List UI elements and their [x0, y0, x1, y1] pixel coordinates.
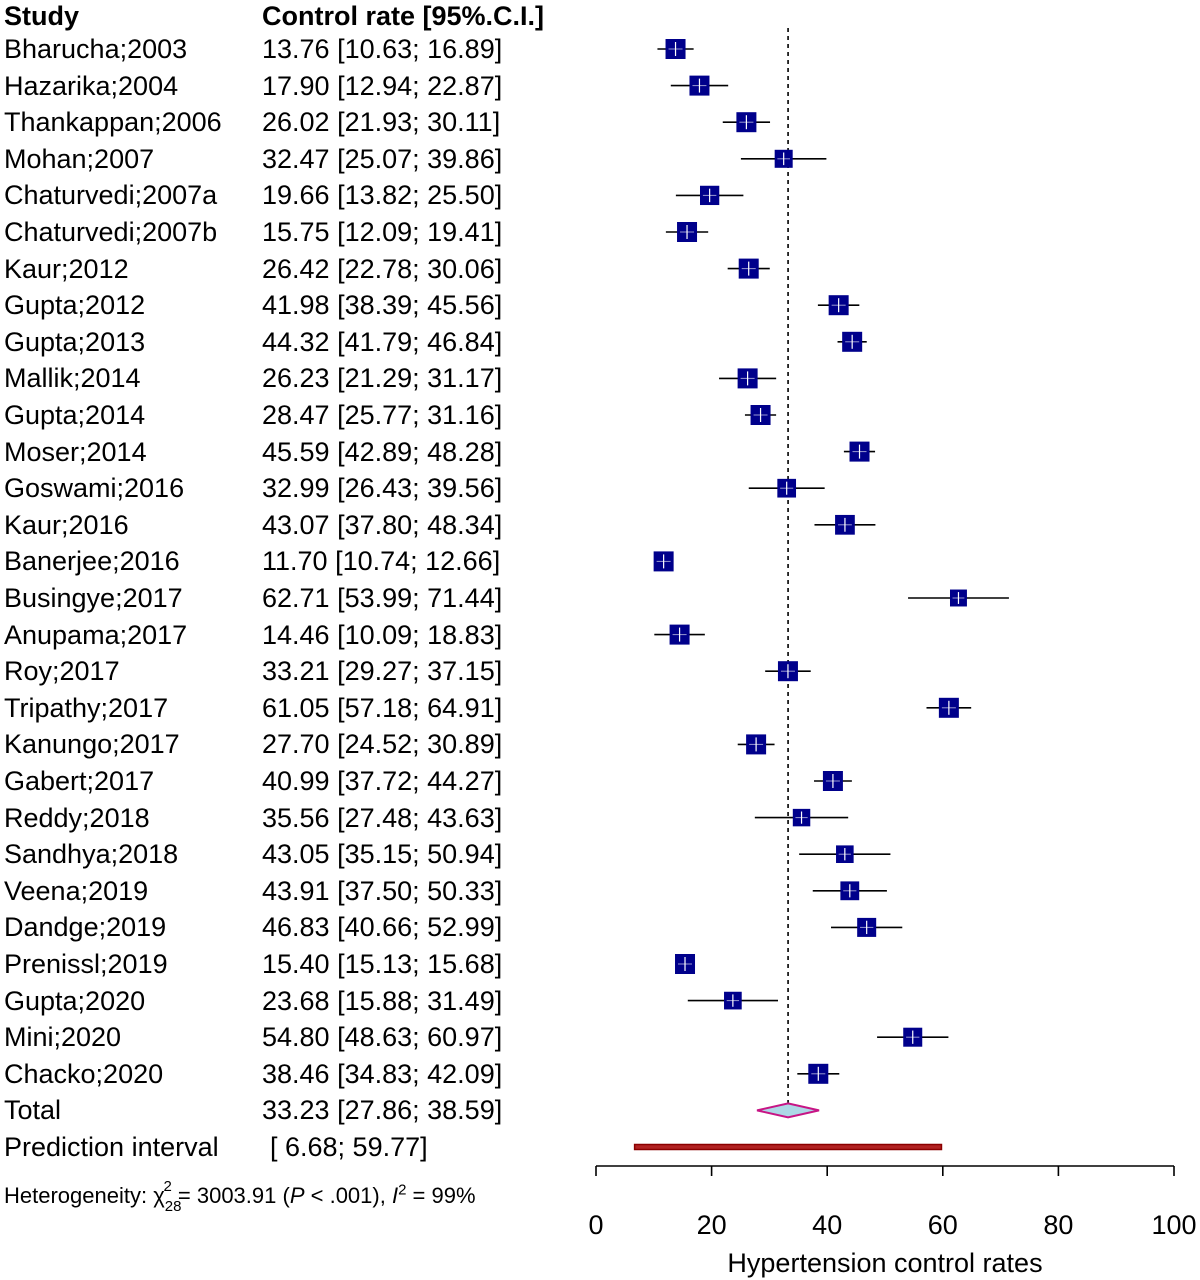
- prediction-ci-text: [ 6.68; 59.77]: [270, 1132, 428, 1162]
- study-ci-text: 17.90 [12.94; 22.87]: [262, 70, 503, 101]
- study-label: Goswami;2016: [4, 473, 185, 504]
- study-label: Chaturvedi;2007a: [4, 180, 218, 211]
- study-ci-text: 38.46 [34.83; 42.09]: [262, 1058, 503, 1089]
- x-tick-label: 60: [928, 1210, 958, 1240]
- study-ci-text: 46.83 [40.66; 52.99]: [262, 912, 503, 943]
- study-ci-text: 35.56 [27.48; 43.63]: [262, 802, 503, 833]
- total-diamond: [756, 1102, 820, 1119]
- study-label: Busingye;2017: [4, 583, 183, 613]
- study-ci-text: 32.47 [25.07; 39.86]: [262, 143, 503, 174]
- study-ci-text: 54.80 [48.63; 60.97]: [262, 1022, 503, 1053]
- study-label: Sandhya;2018: [4, 839, 179, 870]
- study-ci-text: 62.71 [53.99; 71.44]: [262, 583, 503, 613]
- study-label: Veena;2019: [4, 875, 149, 906]
- study-label: Gupta;2013: [4, 326, 146, 357]
- study-ci-text: 15.40 [15.13; 15.68]: [262, 949, 503, 979]
- study-label: Hazarika;2004: [4, 70, 179, 101]
- study-ci-text: 26.02 [21.93; 30.11]: [262, 107, 501, 138]
- study-label: Bharucha;2003: [4, 34, 188, 64]
- study-ci-text: 15.75 [12.09; 19.41]: [262, 217, 503, 247]
- study-label: Chaturvedi;2007b: [4, 217, 218, 247]
- x-tick-label: 20: [697, 1210, 727, 1240]
- study-label: Moser;2014: [4, 436, 147, 467]
- study-label: Prenissl;2019: [4, 949, 168, 979]
- x-tick-label: 40: [812, 1210, 842, 1240]
- heterogeneity-text: Heterogeneity: χ282 = 3003.91 (P < .001)…: [4, 1178, 476, 1215]
- study-ci-text: 28.47 [25.77; 31.16]: [262, 400, 503, 430]
- study-label: Roy;2017: [4, 656, 120, 687]
- prediction-bar: [633, 1143, 943, 1151]
- study-ci-text: 26.42 [22.78; 30.06]: [262, 253, 503, 284]
- study-ci-text: 26.23 [21.29; 31.17]: [262, 363, 503, 394]
- study-ci-text: 23.68 [15.88; 31.49]: [262, 985, 503, 1016]
- study-ci-text: 43.07 [37.80; 48.34]: [262, 509, 503, 540]
- study-ci-text: 43.05 [35.15; 50.94]: [262, 839, 503, 870]
- study-ci-text: 11.70 [10.74; 12.66]: [262, 546, 501, 577]
- study-ci-text: 43.91 [37.50; 50.33]: [262, 875, 503, 906]
- header-control-rate: Control rate [95%.C.I.]: [262, 1, 545, 31]
- study-ci-text: 44.32 [41.79; 46.84]: [262, 326, 503, 357]
- study-label: Mohan;2007: [4, 143, 155, 174]
- study-label: Mini;2020: [4, 1022, 122, 1053]
- x-axis-title: Hypertension control rates: [727, 1248, 1042, 1278]
- study-ci-text: 61.05 [57.18; 64.91]: [262, 692, 503, 723]
- total-label: Total: [4, 1095, 62, 1126]
- study-label: Reddy;2018: [4, 802, 150, 833]
- study-label: Mallik;2014: [4, 363, 141, 394]
- study-label: Chacko;2020: [4, 1058, 164, 1089]
- study-label: Thankappan;2006: [4, 107, 222, 138]
- x-tick-label: 0: [588, 1210, 603, 1240]
- x-tick-label: 80: [1043, 1210, 1073, 1240]
- study-ci-text: 41.98 [38.39; 45.56]: [262, 290, 503, 321]
- study-label: Kanungo;2017: [4, 729, 180, 760]
- total-ci-text: 33.23 [27.86; 38.59]: [262, 1095, 503, 1126]
- study-ci-text: 33.21 [29.27; 37.15]: [262, 656, 503, 687]
- study-label: Gupta;2012: [4, 290, 146, 321]
- study-label: Gupta;2020: [4, 985, 146, 1016]
- study-label: Kaur;2016: [4, 509, 129, 540]
- study-ci-text: 13.76 [10.63; 16.89]: [262, 34, 503, 64]
- study-label: Tripathy;2017: [4, 692, 169, 723]
- study-label: Gupta;2014: [4, 400, 146, 430]
- study-ci-text: 19.66 [13.82; 25.50]: [262, 180, 503, 211]
- study-ci-text: 45.59 [42.89; 48.28]: [262, 436, 503, 467]
- study-ci-text: 40.99 [37.72; 44.27]: [262, 766, 503, 796]
- x-tick-label: 100: [1151, 1210, 1196, 1240]
- prediction-label: Prediction interval: [4, 1132, 219, 1162]
- study-label: Gabert;2017: [4, 766, 155, 796]
- study-ci-text: 32.99 [26.43; 39.56]: [262, 473, 503, 504]
- study-label: Dandge;2019: [4, 912, 167, 943]
- header-study: Study: [4, 1, 80, 31]
- study-label: Anupama;2017: [4, 619, 188, 650]
- study-ci-text: 27.70 [24.52; 30.89]: [262, 729, 503, 760]
- study-label: Kaur;2012: [4, 253, 129, 284]
- study-label: Banerjee;2016: [4, 546, 180, 577]
- study-ci-text: 14.46 [10.09; 18.83]: [262, 619, 503, 650]
